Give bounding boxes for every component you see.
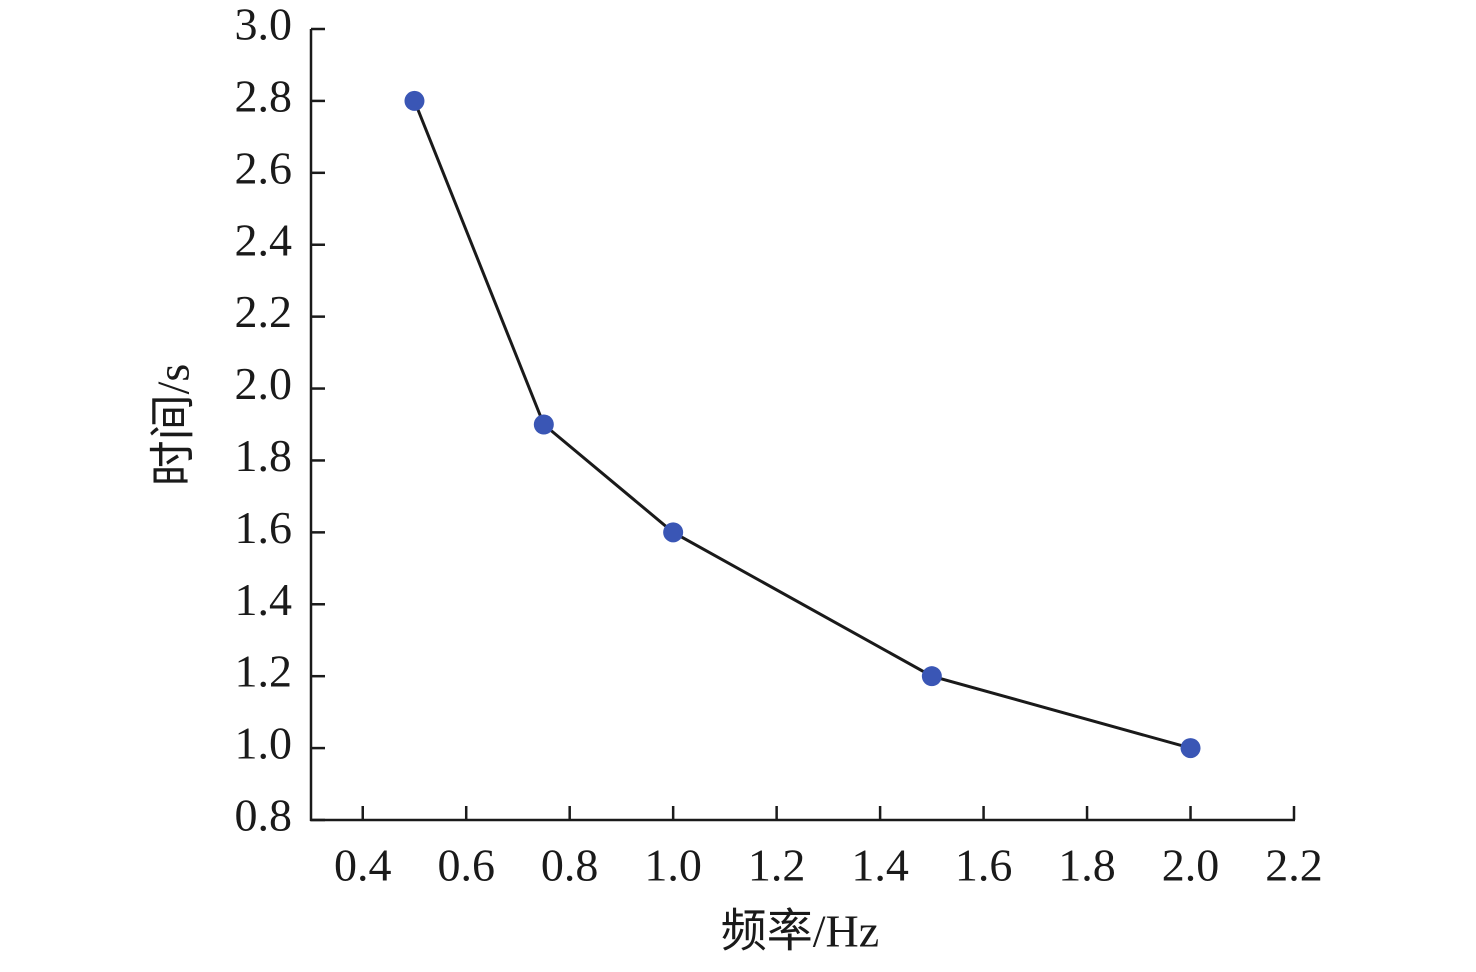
y-tick-label: 1.0 bbox=[235, 718, 293, 769]
y-tick-label: 1.6 bbox=[235, 502, 293, 553]
x-tick-label: 0.4 bbox=[334, 840, 392, 891]
x-tick-label: 0.8 bbox=[541, 840, 599, 891]
y-axis-label: 时间/s bbox=[148, 364, 199, 487]
point bbox=[404, 90, 425, 111]
y-tick-label: 3.0 bbox=[235, 0, 293, 50]
x-tick-label: 2.2 bbox=[1265, 840, 1323, 891]
point bbox=[663, 522, 684, 543]
y-tick-label: 1.4 bbox=[235, 574, 293, 625]
line bbox=[413, 100, 1191, 750]
point bbox=[1180, 738, 1201, 759]
y-tick-label: 1.8 bbox=[235, 430, 293, 481]
x-tick-label: 1.0 bbox=[644, 840, 702, 891]
x-tick-label: 1.8 bbox=[1058, 840, 1116, 891]
y-tick-label: 2.2 bbox=[235, 286, 293, 337]
y-tick-label: 2.0 bbox=[235, 358, 293, 409]
x-tick-label: 1.2 bbox=[748, 840, 806, 891]
y-tick-label: 2.4 bbox=[235, 214, 293, 265]
x-tick-label: 1.4 bbox=[851, 840, 909, 891]
x-tick-label: 1.6 bbox=[955, 840, 1013, 891]
y-tick-label: 2.8 bbox=[235, 70, 293, 121]
x-tick-label: 0.6 bbox=[437, 840, 495, 891]
x-tick-label: 2.0 bbox=[1162, 840, 1220, 891]
x-axis-label: 频率/Hz bbox=[721, 906, 879, 957]
point bbox=[533, 414, 554, 435]
y-tick-label: 0.8 bbox=[235, 790, 293, 841]
point bbox=[921, 666, 942, 687]
y-tick-label: 1.2 bbox=[235, 646, 293, 697]
y-tick-label: 2.6 bbox=[235, 142, 293, 193]
